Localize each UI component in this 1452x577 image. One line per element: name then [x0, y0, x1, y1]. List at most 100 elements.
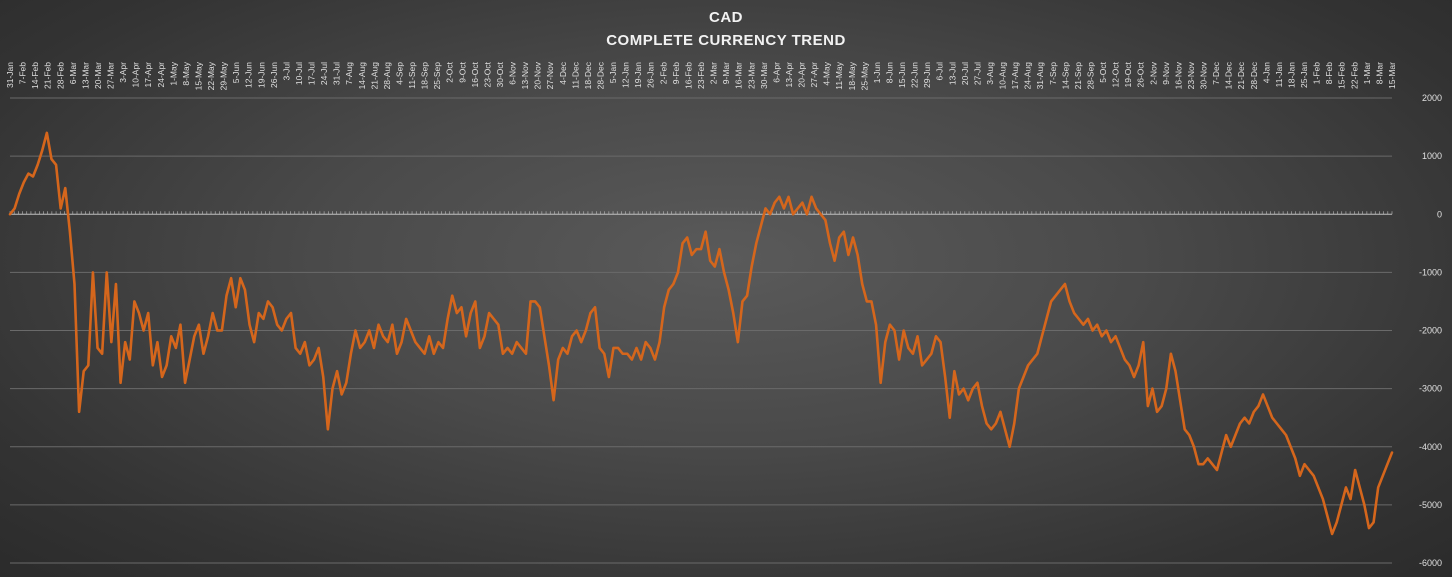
- x-tick-label: 15-May: [193, 61, 203, 90]
- x-tick-label: 8-Mar: [1374, 62, 1384, 84]
- x-tick-label: 20-Apr: [797, 62, 807, 88]
- x-tick-label: 9-Nov: [1161, 61, 1171, 84]
- x-tick-label: 19-Jan: [633, 62, 643, 88]
- x-tick-label: 28-Sep: [1085, 62, 1095, 90]
- x-tick-label: 21-Dec: [1236, 61, 1246, 89]
- x-tick-label: 31-Aug: [1035, 62, 1045, 90]
- x-tick-label: 7-Feb: [18, 62, 28, 84]
- x-tick-label: 7-Dec: [1211, 61, 1221, 84]
- x-tick-label: 9-Oct: [457, 61, 467, 82]
- y-tick-label: -3000: [1419, 384, 1442, 394]
- x-tick-label: 12-Jun: [244, 62, 254, 88]
- x-tick-label: 31-Jan: [5, 62, 15, 88]
- x-tick-label: 5-Jan: [608, 62, 618, 84]
- x-tick-label: 24-Apr: [156, 62, 166, 88]
- x-tick-label: 14-Sep: [1060, 62, 1070, 90]
- y-tick-label: -5000: [1419, 500, 1442, 510]
- x-tick-label: 13-Jul: [947, 62, 957, 85]
- x-tick-label: 22-May: [206, 61, 216, 90]
- x-tick-label: 12-Jan: [621, 62, 631, 88]
- x-tick-label: 27-Nov: [545, 61, 555, 89]
- x-tick-label: 18-Dec: [583, 61, 593, 89]
- x-tick-label: 15-Mar: [1387, 62, 1397, 89]
- x-tick-label: 2-Nov: [1148, 61, 1158, 84]
- x-tick-label: 24-Aug: [1023, 62, 1033, 90]
- x-tick-label: 17-Apr: [143, 62, 153, 88]
- x-tick-label: 17-Jul: [307, 62, 317, 85]
- x-tick-label: 4-May: [822, 61, 832, 85]
- x-tick-label: 1-May: [168, 61, 178, 85]
- x-tick-label: 20-Nov: [533, 61, 543, 89]
- x-tick-label: 6-Mar: [68, 62, 78, 84]
- x-tick-label: 20-Mar: [93, 62, 103, 89]
- y-tick-label: 0: [1437, 209, 1442, 219]
- chart-subtitle: COMPLETE CURRENCY TREND: [606, 32, 846, 49]
- x-tick-label: 30-Mar: [759, 62, 769, 89]
- x-tick-label: 3-Jul: [281, 62, 291, 81]
- x-tick-label: 8-May: [181, 61, 191, 85]
- x-tick-label: 16-Oct: [470, 61, 480, 87]
- x-tick-label: 16-Feb: [683, 62, 693, 89]
- x-tick-label: 9-Mar: [721, 62, 731, 84]
- x-tick-label: 27-Mar: [106, 62, 116, 89]
- x-tick-label: 14-Feb: [30, 62, 40, 89]
- x-tick-label: 2-Mar: [709, 62, 719, 84]
- x-tick-label: 27-Apr: [809, 62, 819, 88]
- y-tick-label: -1000: [1419, 267, 1442, 277]
- x-tick-label: 4-Sep: [394, 62, 404, 85]
- x-tick-label: 13-Mar: [80, 62, 90, 89]
- x-tick-label: 10-Jul: [294, 62, 304, 85]
- x-tick-label: 6-Apr: [771, 62, 781, 83]
- x-tick-label: 28-Feb: [55, 62, 65, 89]
- x-tick-label: 29-Jun: [922, 62, 932, 88]
- x-tick-label: 29-May: [219, 61, 229, 90]
- x-tick-label: 23-Mar: [746, 62, 756, 89]
- x-tick-label: 25-Sep: [432, 62, 442, 90]
- y-tick-label: -6000: [1419, 558, 1442, 568]
- x-tick-label: 6-Jul: [935, 62, 945, 81]
- series-line-cad: [8, 131, 1394, 536]
- y-tick-label: -2000: [1419, 326, 1442, 336]
- x-tick-label: 1-Mar: [1362, 62, 1372, 84]
- x-tick-label: 11-Jan: [1274, 62, 1284, 88]
- x-tick-label: 7-Aug: [344, 62, 354, 85]
- x-tick-label: 5-Oct: [1098, 61, 1108, 82]
- x-tick-label: 13-Apr: [784, 62, 794, 88]
- x-tick-label: 30-Oct: [495, 61, 505, 87]
- x-tick-label: 10-Aug: [998, 62, 1008, 90]
- x-tick-label: 21-Feb: [43, 62, 53, 89]
- x-tick-label: 15-Feb: [1337, 62, 1347, 89]
- x-tick-label: 8-Jun: [884, 62, 894, 84]
- x-tick-label: 2-Oct: [445, 61, 455, 82]
- x-tick-label: 4-Dec: [558, 61, 568, 84]
- y-tick-label: 2000: [1422, 93, 1442, 103]
- x-tick-label: 9-Feb: [671, 62, 681, 84]
- x-tick-label: 28-Aug: [382, 62, 392, 90]
- x-tick-label: 14-Aug: [357, 62, 367, 90]
- x-tick-label: 24-Jul: [319, 62, 329, 85]
- x-tick-label: 23-Oct: [482, 61, 492, 87]
- x-tick-label: 12-Oct: [1111, 61, 1121, 87]
- x-tick-label: 13-Nov: [520, 61, 530, 89]
- x-tick-label: 25-May: [859, 61, 869, 90]
- x-tick-label: 23-Nov: [1186, 61, 1196, 89]
- x-tick-label: 20-Jul: [960, 62, 970, 85]
- x-tick-label: 16-Nov: [1173, 61, 1183, 89]
- y-tick-label: -4000: [1419, 442, 1442, 452]
- x-tick-label: 14-Dec: [1224, 61, 1234, 89]
- x-tick-label: 3-Aug: [985, 62, 995, 85]
- x-tick-label: 25-Jan: [1299, 62, 1309, 88]
- x-tick-label: 26-Oct: [1136, 61, 1146, 87]
- x-tick-label: 18-May: [847, 61, 857, 90]
- x-tick-label: 11-Dec: [570, 61, 580, 89]
- x-tick-label: 1-Jun: [872, 62, 882, 84]
- x-tick-label: 26-Jan: [646, 62, 656, 88]
- x-tick-label: 8-Feb: [1324, 62, 1334, 84]
- x-tick-label: 31-Jul: [332, 62, 342, 85]
- x-tick-label: 3-Apr: [118, 62, 128, 83]
- x-tick-label: 4-Jan: [1261, 62, 1271, 84]
- x-tick-label: 28-Dec: [595, 61, 605, 89]
- x-tick-label: 23-Feb: [696, 62, 706, 89]
